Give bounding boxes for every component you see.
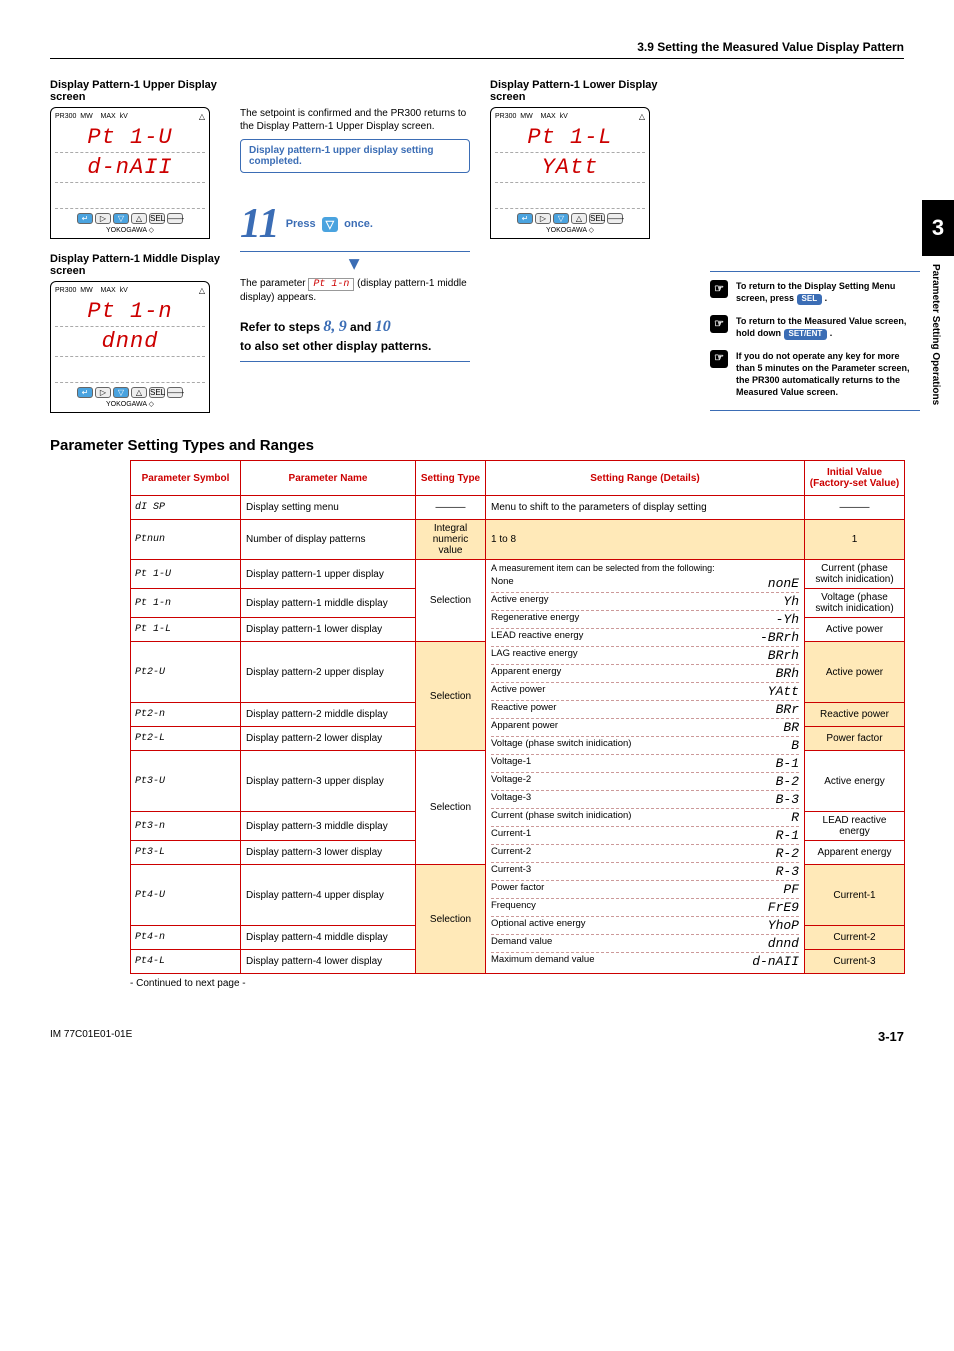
upper-screen-title: Display Pattern-1 Upper Display screen — [50, 79, 220, 103]
lcd-lower-1: Pt 1-L — [495, 123, 645, 153]
setent-key: SET/ENT — [784, 329, 828, 340]
doc-id: IM 77C01E01-01E — [50, 1029, 132, 1044]
tip-setent: ☞ To return to the Measured Value screen… — [710, 315, 920, 340]
step-number-11: 11 — [240, 203, 280, 245]
upper-diagram-area: Display Pattern-1 Upper Display screen P… — [50, 79, 904, 419]
confirm-note: The setpoint is confirmed and the PR300 … — [240, 107, 470, 133]
lcd-upper-2: d-nAII — [55, 153, 205, 183]
th-init: Initial Value (Factory-set Value) — [805, 461, 905, 496]
th-range: Setting Range (Details) — [486, 461, 805, 496]
lcd-middle-2: dnnd — [55, 327, 205, 357]
press-label: Press — [286, 218, 316, 230]
lcd-lower-2: YAtt — [495, 153, 645, 183]
hand-icon: ☞ — [710, 350, 728, 368]
th-name: Parameter Name — [241, 461, 416, 496]
table-heading: Parameter Setting Types and Ranges — [50, 437, 904, 454]
device-upper: PR300 MW MAX kV△ Pt 1-U d-nAII ↵▷▽△SEL——… — [50, 107, 210, 239]
page-section-header: 3.9 Setting the Measured Value Display P… — [50, 40, 904, 59]
flow-arrow-icon — [240, 256, 470, 273]
lcd-middle-1: Pt 1-n — [55, 297, 205, 327]
tip-sel: ☞ To return to the Display Setting Menu … — [710, 280, 920, 305]
page-number: 3-17 — [878, 1029, 904, 1044]
down-key-icon: ▽ — [322, 217, 338, 232]
th-symbol: Parameter Symbol — [131, 461, 241, 496]
th-type: Setting Type — [416, 461, 486, 496]
hand-icon: ☞ — [710, 315, 728, 333]
hand-icon: ☞ — [710, 280, 728, 298]
chapter-number: 3 — [922, 200, 954, 256]
chapter-label: Parameter Setting Operations — [922, 256, 941, 405]
sel-key: SEL — [797, 294, 823, 305]
continued-note: - Continued to next page - — [130, 978, 904, 989]
lower-screen-title: Display Pattern-1 Lower Display screen — [490, 79, 660, 103]
chapter-tab: 3 Parameter Setting Operations — [922, 200, 954, 405]
middle-screen-title: Display Pattern-1 Middle Display screen — [50, 253, 220, 277]
page-footer: IM 77C01E01-01E 3-17 — [50, 1029, 904, 1044]
device-middle: PR300 MW MAX kV△ Pt 1-n dnnd ↵▷▽△SEL—— Y… — [50, 281, 210, 413]
tip-timeout: ☞ If you do not operate any key for more… — [710, 350, 920, 399]
param-table: Parameter Symbol Parameter Name Setting … — [130, 460, 905, 974]
device-lower: PR300 MW MAX kV△ Pt 1-L YAtt ↵▷▽△SEL—— Y… — [490, 107, 650, 239]
lcd-upper-1: Pt 1-U — [55, 123, 205, 153]
